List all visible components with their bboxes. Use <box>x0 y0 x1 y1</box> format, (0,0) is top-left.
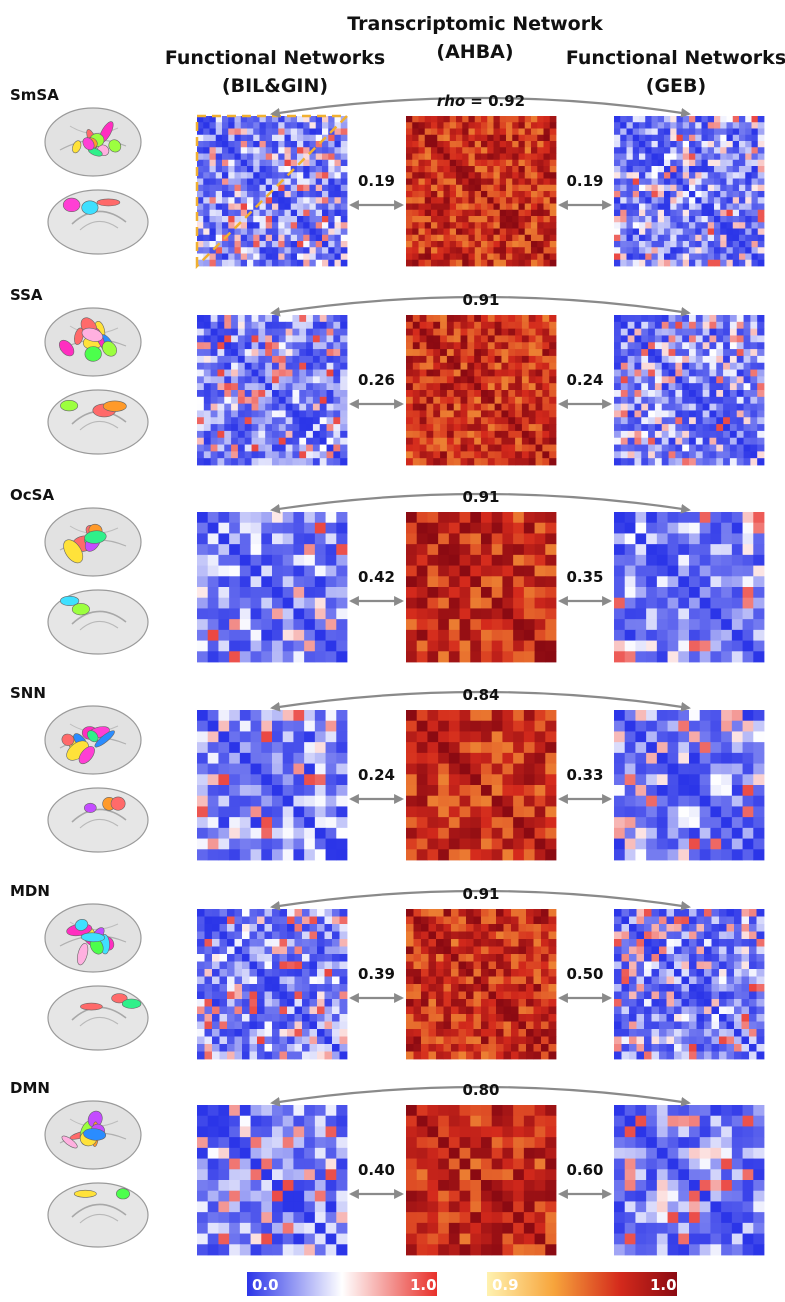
brain-views <box>44 705 149 853</box>
row-dmn: DMN 0.80 0.40 0.60 <box>10 1079 765 1256</box>
colorbar-functional-max: 1.0 <box>410 1276 437 1294</box>
row-ocsa: OcSA 0.91 0.42 0.35 <box>10 486 765 663</box>
top-comparison-arrow <box>270 889 691 911</box>
left-correlation: 0.42 <box>358 568 395 586</box>
top-correlation-value: 0.91 <box>462 488 499 506</box>
brain-views <box>44 903 149 1051</box>
left-correlation: 0.39 <box>358 965 395 983</box>
header-left-line2: (BIL&GIN) <box>222 75 328 97</box>
network-label: DMN <box>10 1079 50 1097</box>
colorbar-transcriptomic: 0.9 1.0 <box>487 1272 677 1296</box>
network-label: SmSA <box>10 86 59 104</box>
colorbar-functional-min: 0.0 <box>252 1276 279 1294</box>
network-label: OcSA <box>10 486 54 504</box>
matrix-functional-bilgin <box>197 315 348 466</box>
top-correlation: 0.91 <box>462 488 499 506</box>
row-mdn: MDN 0.91 0.39 0.50 <box>10 882 765 1060</box>
top-correlation-value: 0.80 <box>462 1081 499 1099</box>
top-correlation: 0.91 <box>462 291 499 309</box>
header-center-line1: Transcriptomic Network <box>347 13 603 35</box>
network-label: SSA <box>10 286 43 304</box>
header-right-line2: (GEB) <box>646 75 706 97</box>
top-correlation: 0.91 <box>462 885 499 903</box>
matrix-transcriptomic-ahba <box>406 710 557 861</box>
matrix-transcriptomic-ahba <box>406 1105 557 1256</box>
top-correlation-prefix: rho <box>437 92 465 110</box>
right-correlation: 0.50 <box>566 965 603 983</box>
network-label: MDN <box>10 882 50 900</box>
matrix-functional-bilgin <box>197 116 348 267</box>
matrix-transcriptomic-ahba <box>406 512 557 663</box>
brain-views <box>44 107 149 255</box>
matrix-functional-geb <box>614 1105 765 1256</box>
top-comparison-arrow <box>270 96 691 118</box>
top-correlation: 0.84 <box>462 686 499 704</box>
matrix-transcriptomic-ahba <box>406 116 557 267</box>
brain-views <box>44 1100 149 1248</box>
matrix-functional-geb <box>614 315 765 466</box>
header-right-line1: Functional Networks <box>566 47 785 69</box>
left-correlation: 0.19 <box>358 172 395 190</box>
top-comparison-arrow <box>270 1085 691 1107</box>
header-center-line2: (AHBA) <box>436 41 513 63</box>
top-comparison-arrow <box>270 690 691 712</box>
colorbar-transcriptomic-max: 1.0 <box>650 1276 677 1294</box>
matrix-transcriptomic-ahba <box>406 909 557 1060</box>
top-correlation: rho = 0.92 <box>437 92 525 110</box>
top-correlation-value: 0.84 <box>462 686 499 704</box>
brain-views <box>44 507 149 655</box>
top-correlation-value: = 0.92 <box>470 92 525 110</box>
matrix-functional-geb <box>614 909 765 1060</box>
right-correlation: 0.24 <box>566 371 603 389</box>
matrix-functional-bilgin <box>197 710 348 861</box>
header-left-line1: Functional Networks <box>165 47 385 69</box>
brain-views <box>44 307 149 455</box>
matrix-functional-bilgin <box>197 512 348 663</box>
network-label: SNN <box>10 684 46 702</box>
matrix-functional-bilgin <box>197 909 348 1060</box>
row-smsa: SmSA rho = 0.92 0.19 0.19 <box>10 86 765 270</box>
right-correlation: 0.35 <box>566 568 603 586</box>
top-correlation-value: 0.91 <box>462 291 499 309</box>
matrix-functional-geb <box>614 710 765 861</box>
right-correlation: 0.19 <box>566 172 603 190</box>
matrix-transcriptomic-ahba <box>406 315 557 466</box>
colorbar-transcriptomic-min: 0.9 <box>492 1276 519 1294</box>
matrix-functional-bilgin <box>197 1105 348 1256</box>
row-snn: SNN 0.84 0.24 0.33 <box>10 684 765 861</box>
top-correlation-value: 0.91 <box>462 885 499 903</box>
row-ssa: SSA 0.91 0.26 0.24 <box>10 286 765 466</box>
matrix-functional-geb <box>614 512 765 663</box>
colorbar-functional: 0.0 1.0 <box>247 1272 437 1296</box>
left-correlation: 0.24 <box>358 766 395 784</box>
right-correlation: 0.33 <box>566 766 603 784</box>
left-correlation: 0.40 <box>358 1161 395 1179</box>
left-correlation: 0.26 <box>358 371 395 389</box>
matrix-functional-geb <box>614 116 765 267</box>
top-comparison-arrow <box>270 295 691 317</box>
top-comparison-arrow <box>270 492 691 514</box>
right-correlation: 0.60 <box>566 1161 603 1179</box>
top-correlation: 0.80 <box>462 1081 499 1099</box>
